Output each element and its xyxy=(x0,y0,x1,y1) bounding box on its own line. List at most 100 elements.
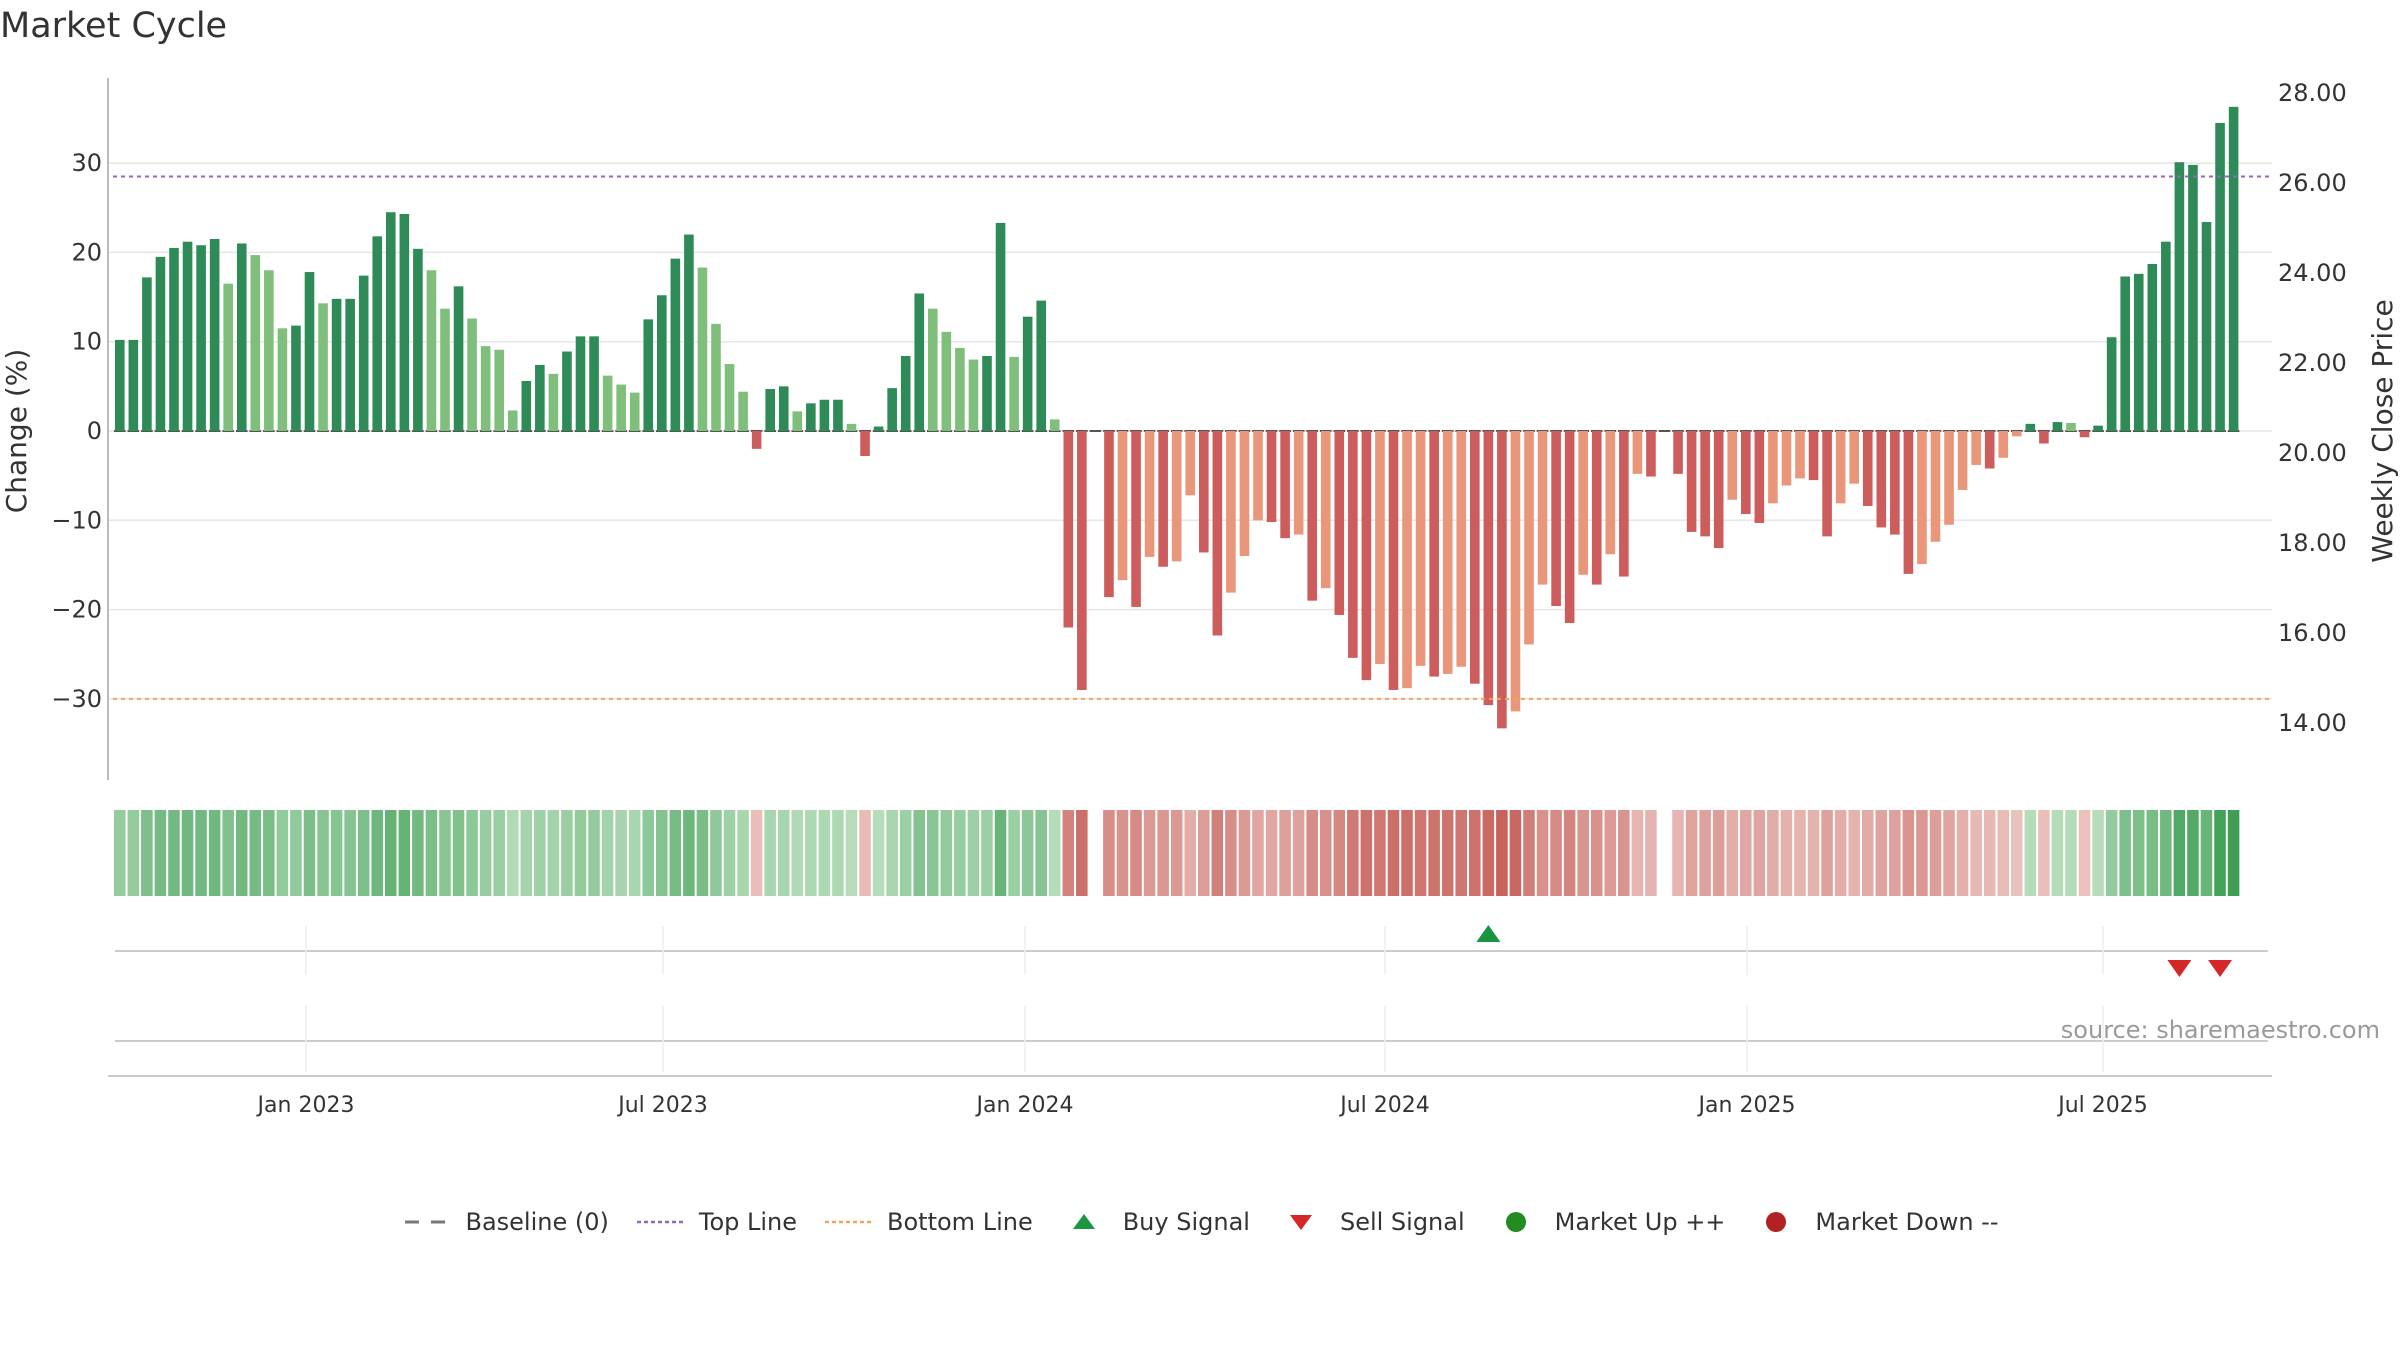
change-bar xyxy=(1524,431,1534,645)
heat-cell xyxy=(534,810,546,896)
heat-cell xyxy=(1983,810,1996,896)
change-bar xyxy=(833,399,843,431)
heat-cell xyxy=(1509,810,1522,896)
change-bar xyxy=(657,295,667,431)
signal-track xyxy=(108,925,2272,1077)
heat-cell xyxy=(1225,810,1237,896)
x-tick-label: Jul 2025 xyxy=(2056,1093,2148,1118)
heat-cell xyxy=(1238,810,1251,896)
heat-cell xyxy=(2065,810,2077,896)
change-bar xyxy=(982,355,992,431)
change-bar xyxy=(1483,431,1494,706)
heat-cell xyxy=(1374,810,1386,896)
change-bar xyxy=(819,399,830,431)
heat-cell xyxy=(2200,810,2213,896)
legend-item[interactable]: Baseline (0) xyxy=(401,1208,609,1236)
change-bar xyxy=(2161,241,2171,431)
heat-cell xyxy=(886,810,898,896)
heat-cell xyxy=(1645,810,1657,896)
change-bar xyxy=(1808,431,1819,481)
change-bar xyxy=(1795,431,1805,479)
buy-signal-marker xyxy=(1476,925,1501,942)
change-bar xyxy=(236,243,247,431)
legend-label: Market Up ++ xyxy=(1554,1208,1726,1236)
legend-item[interactable]: Buy Signal xyxy=(1059,1208,1250,1236)
legend-item[interactable]: Top Line xyxy=(635,1208,797,1236)
change-bar xyxy=(1984,431,1995,469)
change-bar xyxy=(535,364,545,431)
change-bar xyxy=(2025,423,2036,431)
heat-cell xyxy=(1604,810,1617,896)
change-bar xyxy=(1470,431,1480,684)
change-bar xyxy=(684,234,694,431)
y2-tick-label: 26.00 xyxy=(2278,169,2347,197)
change-bar xyxy=(1768,431,1778,504)
change-bar xyxy=(792,411,803,431)
change-bar xyxy=(169,247,179,431)
x-tick-label: Jul 2024 xyxy=(1338,1093,1430,1118)
legend-item[interactable]: Market Down -- xyxy=(1751,1208,1999,1236)
change-bar xyxy=(1876,431,1887,528)
y2-tick-label: 24.00 xyxy=(2278,259,2347,287)
heat-cell xyxy=(114,810,126,896)
change-bar xyxy=(2133,273,2144,431)
heat-cell xyxy=(2146,810,2159,896)
change-bar xyxy=(751,431,762,449)
change-bar xyxy=(1280,431,1290,539)
change-bar xyxy=(738,391,748,431)
change-bar xyxy=(1239,431,1250,557)
legend-item[interactable]: Market Up ++ xyxy=(1491,1208,1726,1236)
legend-label: Sell Signal xyxy=(1339,1208,1465,1236)
y-tick-label: 20 xyxy=(71,238,102,266)
change-bar xyxy=(291,325,301,431)
legend-item[interactable]: Bottom Line xyxy=(823,1208,1033,1236)
heat-cell xyxy=(818,810,831,896)
heat-cell xyxy=(1414,810,1427,896)
heat-cell xyxy=(547,810,560,896)
heat-cell xyxy=(845,810,858,896)
change-bar xyxy=(2106,337,2117,431)
change-bar xyxy=(697,267,708,431)
change-bar xyxy=(1415,431,1426,666)
heat-cell xyxy=(574,810,587,896)
legend-item[interactable]: Sell Signal xyxy=(1276,1208,1465,1236)
change-bar xyxy=(1158,431,1168,567)
change-bar xyxy=(1619,431,1629,577)
heat-cell xyxy=(1929,810,1942,896)
heat-cell xyxy=(1563,810,1576,896)
change-bar xyxy=(1930,431,1941,542)
heat-cell xyxy=(615,810,627,896)
change-bar xyxy=(2093,425,2103,431)
legend-label: Top Line xyxy=(698,1208,798,1236)
heat-cell xyxy=(1712,810,1725,896)
change-bar xyxy=(1456,431,1467,667)
heat-cell xyxy=(561,810,573,896)
y2-axis-title: Weekly Close Price xyxy=(2366,299,2399,562)
change-bar xyxy=(1266,431,1277,523)
change-bar xyxy=(2215,122,2225,431)
change-bar xyxy=(1578,431,1588,575)
change-bar xyxy=(1510,431,1521,712)
heat-cell xyxy=(1753,810,1766,896)
change-bar xyxy=(1199,431,1209,553)
legend-swatch xyxy=(1072,1214,1095,1229)
change-bar xyxy=(724,364,735,431)
sell-signal-marker xyxy=(2167,960,2192,977)
heat-cell xyxy=(1916,810,1928,896)
heat-cell xyxy=(1875,810,1888,896)
change-bar xyxy=(2228,106,2239,431)
heat-cell xyxy=(412,810,424,896)
heat-cell xyxy=(1089,810,1102,896)
heat-cell xyxy=(642,810,654,896)
change-bar xyxy=(507,410,518,431)
heat-cell xyxy=(805,810,817,896)
change-bar xyxy=(1971,431,1981,465)
heat-cell xyxy=(1021,810,1034,896)
y2-tick-label: 22.00 xyxy=(2278,349,2347,377)
heat-cell xyxy=(127,810,140,896)
change-bar xyxy=(1036,300,1046,431)
change-bar xyxy=(358,275,369,431)
change-bar xyxy=(209,239,220,431)
heat-cell xyxy=(520,810,533,896)
change-bar xyxy=(1334,431,1345,615)
